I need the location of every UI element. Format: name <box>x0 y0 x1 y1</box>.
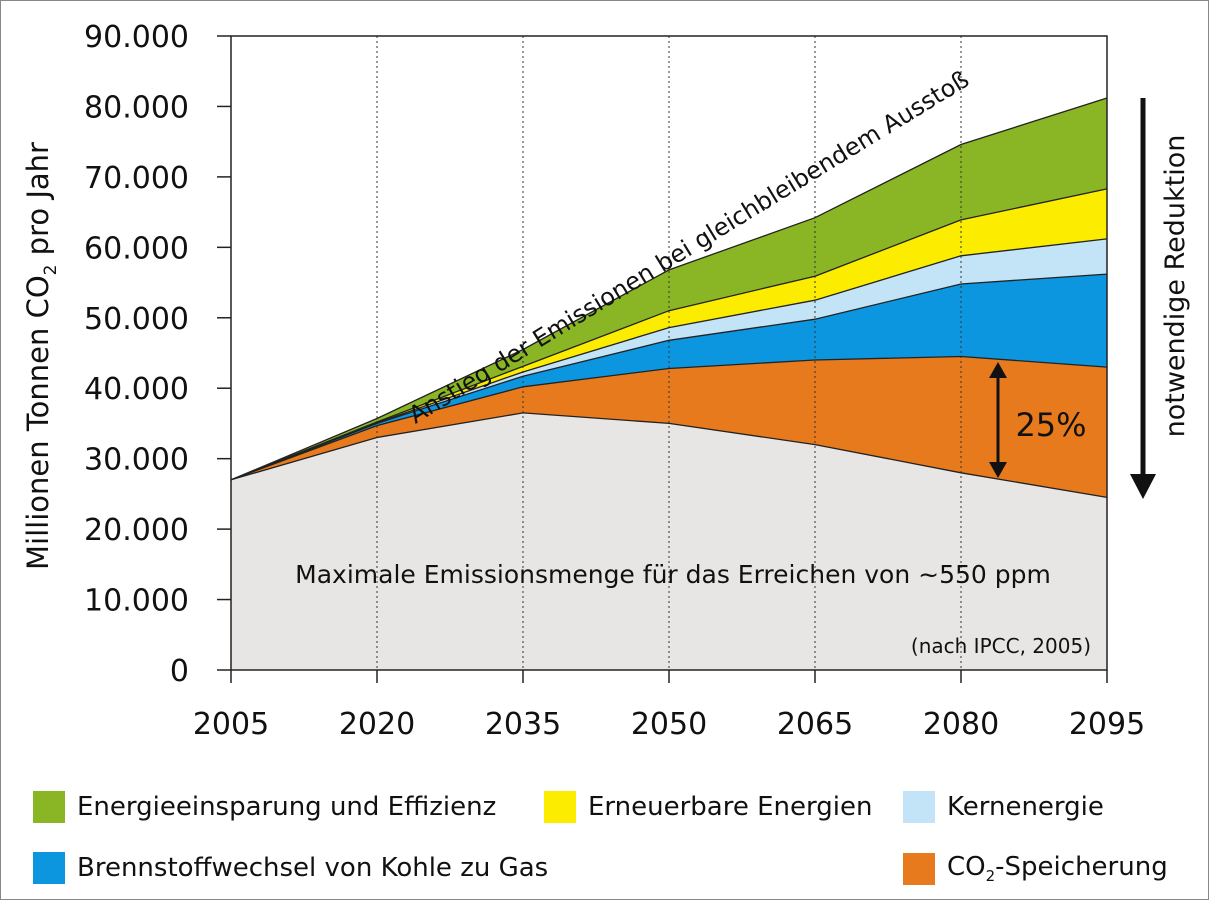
legend-label-ccs-main: CO <box>947 852 986 882</box>
legend-item-nuclear: Kernenergie <box>903 791 1104 823</box>
area-brennstoffwechsel-von-kohle-zu-gas <box>231 274 1107 480</box>
y-axis-label-subscript: 2 <box>41 265 61 276</box>
x-tick-label: 2095 <box>1069 707 1145 742</box>
percent-double-arrow <box>989 362 1007 478</box>
area-co-speicherung <box>231 356 1107 498</box>
boundary-line-brennstoffwechsel-von-kohle-zu-gas <box>230 273 1108 481</box>
x-tick-label: 2050 <box>631 707 707 742</box>
percent-label: 25% <box>1015 406 1086 444</box>
legend-label-ccs-tail: -Speicherung <box>995 852 1168 882</box>
legend-label-efficiency: Energieeinsparung und Effizienz <box>77 792 497 822</box>
legend-item-ccs: CO2-Speicherung <box>903 852 1168 885</box>
x-tick-label: 2035 <box>485 707 561 742</box>
legend-swatch-fuel-switch <box>33 852 65 884</box>
legend-swatch-ccs <box>903 852 935 885</box>
boundary-line-co-speicherung <box>230 355 1108 481</box>
legend-item-efficiency: Energieeinsparung und Effizienz <box>33 791 496 823</box>
legend-swatch-renewables <box>544 791 576 823</box>
base-area-label: Maximale Emissionsmenge für das Erreiche… <box>295 560 1051 589</box>
y-tick-label: 0 <box>170 654 189 689</box>
reduction-label: notwendige Reduktion <box>1160 135 1191 438</box>
legend-item-renewables: Erneuerbare Energien <box>544 791 872 823</box>
y-tick-label: 90.000 <box>84 20 189 55</box>
y-tick-label: 30.000 <box>84 443 189 478</box>
legend-label-nuclear: Kernenergie <box>947 792 1104 822</box>
y-tick-label: 70.000 <box>84 161 189 196</box>
y-axis-label: Millionen Tonnen CO2 pro Jahr <box>21 142 61 570</box>
x-tick-label: 2005 <box>193 707 269 742</box>
y-tick-label: 40.000 <box>84 372 189 407</box>
y-tick-label: 10.000 <box>84 584 189 619</box>
legend-label-renewables: Erneuerbare Energien <box>588 792 873 822</box>
y-tick-label: 50.000 <box>84 302 189 337</box>
legend-label-ccs: CO2-Speicherung <box>947 852 1168 885</box>
boundary-line-energieeinsparung-und-effizienz <box>230 97 1108 481</box>
source-note: (nach IPCC, 2005) <box>911 634 1091 658</box>
x-tick-label: 2020 <box>339 707 415 742</box>
boundary-line-kernenergie <box>230 238 1108 481</box>
y-tick-label: 20.000 <box>84 513 189 548</box>
area-kernenergie <box>231 238 1107 480</box>
boundary-line-base-emissions <box>230 412 1108 499</box>
reduction-arrow <box>1130 98 1156 499</box>
legend-label-ccs-subscript: 2 <box>985 867 996 886</box>
y-tick-label: 80.000 <box>84 90 189 125</box>
x-tick-label: 2080 <box>923 707 999 742</box>
area-chart: 0 10.000 20.000 30.000 40.000 50.000 60.000 70.… <box>21 20 1191 742</box>
legend-item-fuel-switch: Brennstoffwechsel von Kohle zu Gas <box>33 852 548 884</box>
legend-swatch-efficiency <box>33 791 65 823</box>
x-tick-label: 2065 <box>777 707 853 742</box>
legend-swatch-nuclear <box>903 791 935 823</box>
y-axis-label-tail: pro Jahr <box>21 142 55 265</box>
area-erneuerbare-energien <box>231 188 1107 480</box>
legend-label-fuel-switch: Brennstoffwechsel von Kohle zu Gas <box>77 853 549 883</box>
boundary-line-erneuerbare-energien <box>230 188 1108 481</box>
y-tick-label: 60.000 <box>84 231 189 266</box>
